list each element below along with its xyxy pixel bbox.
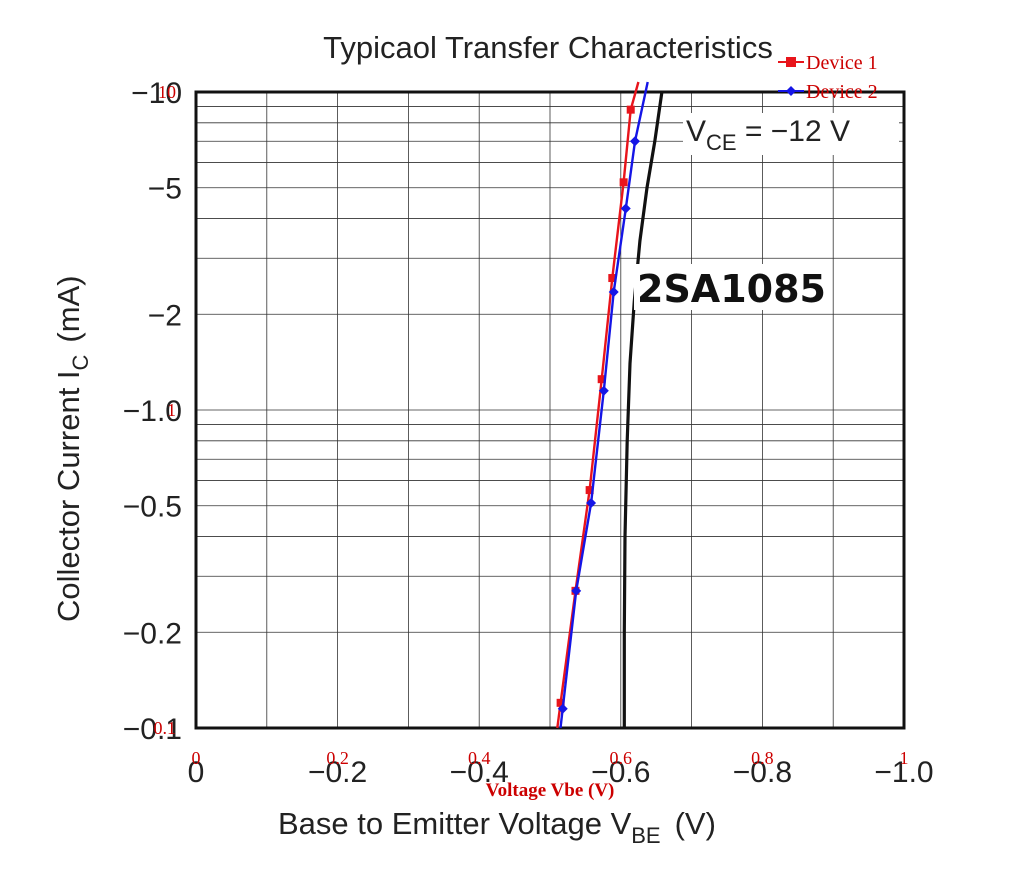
- y-axis-title: Collector Current IC (mA): [51, 275, 93, 622]
- overlay-x-axis-label: Voltage Vbe (V): [486, 780, 615, 801]
- data-point-device-2: [598, 385, 609, 396]
- chart-title: Typicaol Transfer Characteristics: [323, 30, 773, 65]
- y-axis-title-unit: (mA): [51, 275, 86, 342]
- device-label-background: [634, 264, 830, 310]
- data-point-device-2: [571, 585, 582, 596]
- x-tick-label: −0.8: [733, 756, 792, 789]
- data-point-device-1: [608, 274, 617, 283]
- y-tick-label: −0.2: [123, 617, 182, 650]
- y-tick-label-overlay: 0.1: [154, 718, 177, 738]
- x-tick-label-overlay: 0.8: [751, 748, 774, 768]
- x-axis-title-subscript: BE: [631, 823, 660, 848]
- data-point-device-2: [557, 703, 568, 714]
- x-tick-label: −0.4: [450, 756, 509, 789]
- legend: Device 1 Device 2: [778, 52, 878, 103]
- x-axis-title-unit: (V): [675, 806, 716, 841]
- series-line-extension: [633, 81, 649, 142]
- legend-label-1: Device 1: [806, 52, 878, 74]
- vce-label-background: [683, 113, 899, 155]
- y-tick-label-overlay: 1: [167, 400, 176, 420]
- data-point-device-1: [597, 375, 606, 384]
- vce-prefix: V: [686, 115, 706, 148]
- x-tick-label-overlay: 0.6: [610, 748, 633, 768]
- grid: [196, 92, 904, 729]
- y-axis-title-subscript: C: [68, 354, 93, 370]
- legend-marker-2: [786, 86, 796, 96]
- x-tick-labels: 0 −0.2 −0.4 −0.6 −0.8 −1.0: [188, 756, 934, 789]
- data-point-device-1: [626, 105, 635, 114]
- x-tick-label: −0.6: [591, 756, 650, 789]
- x-axis-title: Base to Emitter Voltage VBE (V): [278, 806, 716, 848]
- y-tick-label: −0.1: [123, 713, 182, 746]
- series-line-3: [622, 91, 664, 728]
- y-tick-label: −5: [148, 173, 182, 206]
- x-tick-label: −0.2: [308, 756, 367, 789]
- x-tick-label-overlay: 0.2: [326, 748, 349, 768]
- x-tick-labels-overlay: 0 0.2 0.4 0.6 0.8 1: [192, 748, 909, 768]
- x-axis-title-main: Base to Emitter Voltage V: [278, 806, 632, 841]
- plot-frame: [194, 90, 906, 730]
- legend-label-2: Device 2: [806, 81, 878, 103]
- y-tick-labels: −10 −5 −2 −1.0 −0.5 −0.2 −0.1: [123, 77, 182, 746]
- y-tick-labels-overlay: 10 1 0.1: [154, 82, 177, 738]
- data-point-device-1: [585, 486, 594, 495]
- x-tick-label-overlay: 0: [192, 748, 201, 768]
- data-point-device-1: [556, 698, 565, 707]
- vce-value: = −12 V: [737, 115, 850, 148]
- vce-label: VCE = −12 V: [686, 115, 850, 155]
- y-tick-label: −2: [148, 299, 182, 332]
- data-point-device-2: [620, 203, 631, 214]
- x-tick-label-overlay: 1: [900, 748, 909, 768]
- x-tick-label: 0: [188, 756, 205, 789]
- y-tick-label: −10: [131, 77, 182, 110]
- y-tick-label: −1.0: [123, 395, 182, 428]
- data-point-device-2: [608, 287, 619, 298]
- vce-subscript: CE: [706, 130, 737, 155]
- data-point-device-2: [629, 136, 640, 147]
- data-point-device-1: [619, 178, 628, 187]
- x-tick-label-overlay: 0.4: [468, 748, 491, 768]
- y-tick-label-overlay: 10: [158, 82, 176, 102]
- x-tick-label: −1.0: [874, 756, 933, 789]
- data-point-device-2: [586, 497, 597, 508]
- y-axis-title-main: Collector Current I: [51, 370, 86, 622]
- y-tick-label: −0.5: [123, 491, 182, 524]
- series-line-extension: [629, 81, 640, 111]
- device-label: 2SA1085: [637, 267, 826, 311]
- legend-marker-1: [786, 57, 796, 67]
- curves: [556, 81, 664, 729]
